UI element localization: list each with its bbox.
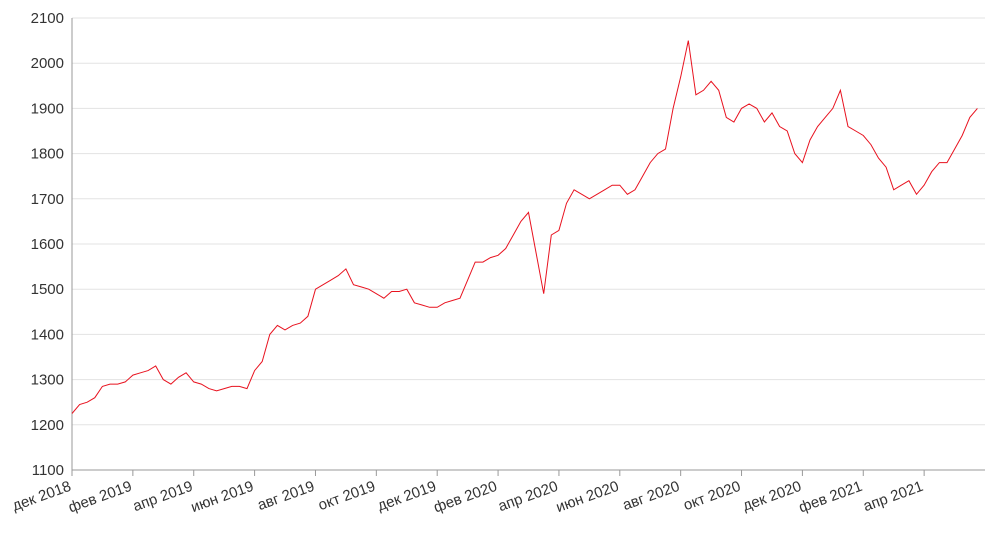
- x-tick-label: окт 2019: [316, 478, 378, 514]
- y-tick-label: 1500: [31, 281, 64, 298]
- x-tick-label: апр 2020: [496, 478, 560, 515]
- x-tick-label: апр 2021: [861, 478, 925, 515]
- x-tick-label: авг 2020: [620, 478, 682, 514]
- x-tick-label: авг 2019: [255, 478, 317, 514]
- y-tick-label: 1300: [31, 372, 64, 389]
- y-tick-label: 1100: [32, 462, 64, 479]
- y-tick-label: 2100: [31, 10, 64, 27]
- y-tick-label: 1800: [31, 146, 64, 163]
- y-tick-label: 1700: [31, 191, 64, 208]
- x-tick-label: окт 2020: [681, 478, 743, 514]
- y-tick-label: 2000: [31, 55, 64, 72]
- price-line: [71, 40, 978, 414]
- x-tick-label: дек 2018: [10, 478, 73, 515]
- x-tick-label: дек 2020: [740, 478, 803, 515]
- x-tick-label: июн 2019: [189, 478, 256, 516]
- x-tick-label: фев 2019: [66, 478, 134, 517]
- y-tick-label: 1400: [31, 326, 64, 343]
- x-tick-label: апр 2019: [131, 478, 195, 515]
- x-tick-label: фев 2021: [797, 478, 865, 517]
- y-tick-label: 1600: [31, 236, 64, 253]
- x-tick-label: фев 2020: [431, 478, 499, 517]
- x-tick-label: июн 2020: [554, 478, 621, 516]
- y-tick-label: 1900: [31, 100, 64, 117]
- x-tick-label: дек 2019: [375, 478, 438, 515]
- y-tick-label: 1200: [31, 417, 64, 434]
